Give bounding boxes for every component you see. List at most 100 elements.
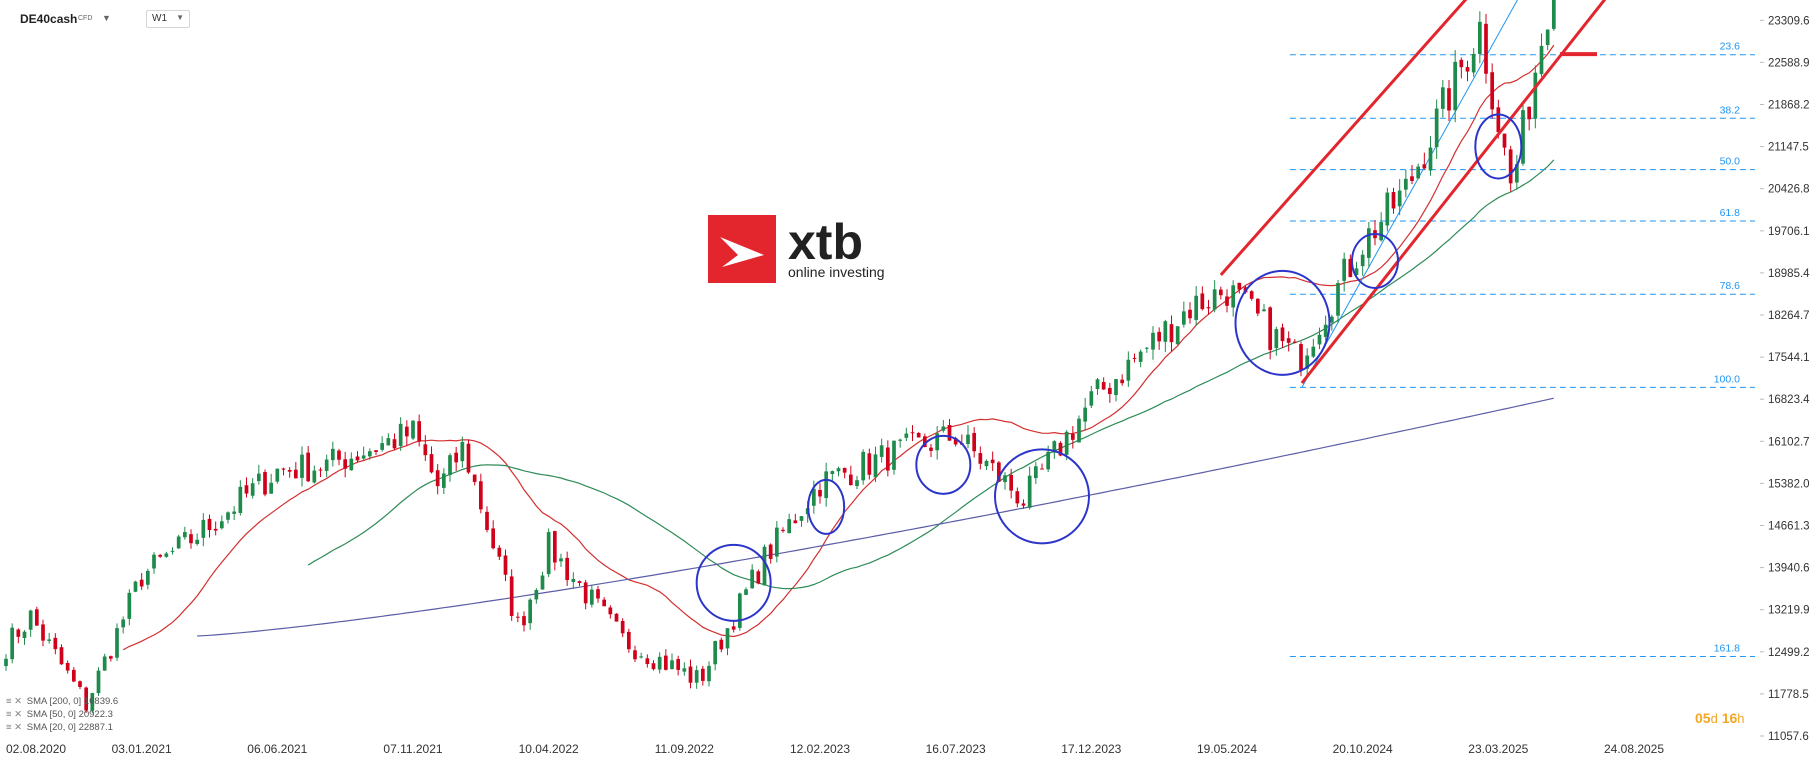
candle-body bbox=[454, 452, 459, 463]
legend-row-sma50[interactable]: ≡ ✕ SMA [50, 0] 20922.3 bbox=[6, 708, 118, 721]
x-tick-label: 02.08.2020 bbox=[6, 742, 66, 756]
candle bbox=[713, 640, 718, 671]
candle-body bbox=[559, 558, 563, 562]
candle bbox=[454, 446, 459, 471]
candle bbox=[176, 534, 181, 549]
candle-body bbox=[682, 668, 687, 672]
candle bbox=[226, 511, 230, 524]
candle-body bbox=[515, 616, 520, 618]
candle-body bbox=[207, 518, 212, 531]
logo-wordmark: xtb bbox=[788, 214, 863, 270]
candle bbox=[386, 433, 391, 446]
candle-body bbox=[1157, 331, 1162, 342]
candle-body bbox=[916, 432, 921, 438]
candle bbox=[1206, 299, 1211, 315]
candle bbox=[1360, 250, 1365, 276]
candle-body bbox=[1434, 108, 1439, 148]
candle-body bbox=[633, 650, 637, 660]
y-tick-label: 14661.3 bbox=[1768, 520, 1810, 532]
candle bbox=[429, 446, 434, 474]
candle bbox=[263, 469, 267, 497]
y-tick-label: 11778.5 bbox=[1768, 689, 1809, 701]
chart-toolbar: DE40cash CFD ▼ W1 ▼ bbox=[0, 0, 260, 36]
candle-body bbox=[1175, 326, 1180, 345]
candle-body bbox=[1551, 0, 1556, 29]
candle-countdown: 05d 16h bbox=[1695, 710, 1745, 726]
candle bbox=[1262, 303, 1266, 312]
candle bbox=[306, 446, 311, 483]
candle-body bbox=[1231, 285, 1236, 308]
candle bbox=[1422, 152, 1427, 170]
candle-body bbox=[1323, 324, 1328, 337]
legend-row-sma200[interactable]: ≡ ✕ SMA [200, 0] 16839.6 bbox=[6, 695, 118, 708]
candle-body bbox=[873, 454, 878, 478]
candle bbox=[1484, 14, 1488, 84]
candle-body bbox=[787, 519, 792, 534]
candle-body bbox=[343, 459, 348, 469]
x-tick-label: 24.08.2025 bbox=[1604, 742, 1664, 756]
candle-body bbox=[713, 641, 718, 665]
close-icon[interactable]: ≡ ✕ bbox=[6, 709, 23, 720]
candle bbox=[269, 473, 274, 494]
legend-value: 20922.3 bbox=[78, 709, 113, 720]
moving-averages bbox=[122, 44, 1555, 651]
candle bbox=[639, 652, 644, 659]
candle bbox=[16, 628, 21, 644]
candle bbox=[1354, 261, 1359, 277]
sma-20-line bbox=[122, 44, 1555, 651]
candle bbox=[1416, 163, 1421, 180]
close-icon[interactable]: ≡ ✕ bbox=[6, 722, 23, 733]
y-tick-label: 19706.1 bbox=[1768, 226, 1810, 238]
candle-body bbox=[318, 469, 323, 471]
symbol-name[interactable]: DE40cash bbox=[20, 12, 78, 26]
candle-body bbox=[1484, 23, 1488, 74]
candle bbox=[1188, 302, 1192, 324]
candle-body bbox=[460, 441, 465, 462]
candle-body bbox=[1391, 192, 1396, 209]
candle bbox=[626, 628, 631, 653]
candle bbox=[830, 470, 835, 481]
candle bbox=[478, 473, 483, 514]
candle bbox=[503, 549, 508, 582]
candle bbox=[1231, 280, 1236, 317]
candle-body bbox=[571, 578, 576, 582]
candle bbox=[232, 506, 237, 521]
candle-body bbox=[922, 436, 927, 448]
candle-body bbox=[96, 670, 101, 694]
legend-params: [200, 0] bbox=[49, 696, 82, 707]
highlight-circle bbox=[1234, 269, 1331, 376]
candle bbox=[1225, 289, 1229, 313]
candle bbox=[1070, 426, 1075, 449]
candle bbox=[1366, 221, 1371, 268]
candle bbox=[1539, 33, 1544, 77]
candle bbox=[392, 433, 397, 450]
candle-body bbox=[1366, 228, 1371, 258]
candle bbox=[448, 453, 452, 482]
candle-body bbox=[269, 482, 274, 494]
candle-body bbox=[762, 546, 767, 586]
candle-body bbox=[1089, 391, 1094, 406]
timeframe-select[interactable]: W1 ▼ bbox=[146, 10, 190, 28]
candle-body bbox=[639, 656, 644, 658]
close-icon[interactable]: ≡ ✕ bbox=[6, 696, 23, 707]
candle-body bbox=[688, 666, 693, 683]
candle bbox=[84, 686, 89, 713]
candle-body bbox=[1070, 433, 1075, 440]
candle bbox=[1336, 279, 1340, 323]
candle bbox=[515, 612, 520, 623]
candle bbox=[602, 597, 607, 607]
candle-body bbox=[602, 599, 607, 607]
candle-body bbox=[867, 453, 872, 475]
legend-row-sma20[interactable]: ≡ ✕ SMA [20, 0] 22887.1 bbox=[6, 721, 118, 734]
candle-body bbox=[133, 581, 138, 592]
candle bbox=[287, 467, 292, 478]
y-tick-label: 11057.6 bbox=[1768, 731, 1809, 743]
symbol-dropdown-icon[interactable]: ▼ bbox=[102, 13, 111, 23]
fib-trend-line bbox=[1301, 0, 1518, 388]
candle bbox=[645, 654, 650, 668]
candle-body bbox=[176, 536, 181, 549]
highlight-circle bbox=[915, 434, 972, 495]
candle-body bbox=[435, 470, 440, 487]
candle bbox=[441, 468, 446, 495]
